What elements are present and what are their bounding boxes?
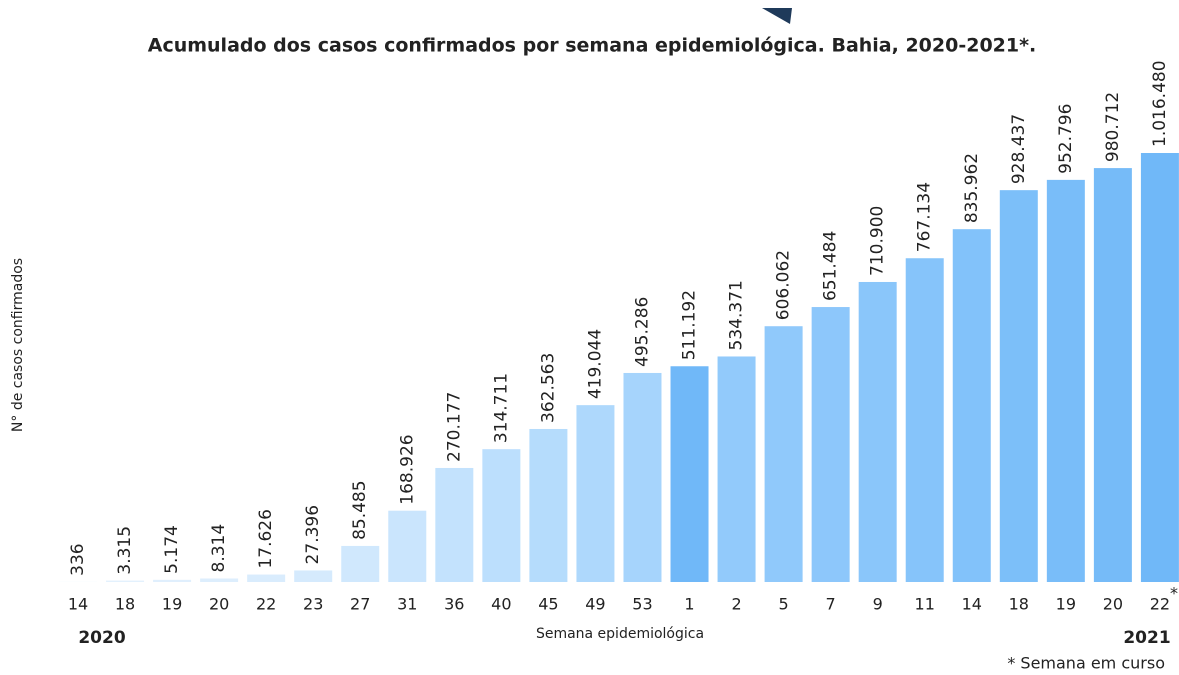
bar <box>858 281 897 582</box>
x-tick-label: 45 <box>538 595 558 614</box>
x-tick-label: 53 <box>632 595 652 614</box>
bar <box>482 449 521 582</box>
value-label: 495.286 <box>632 297 652 367</box>
value-label: 3.315 <box>115 526 135 575</box>
value-label: 168.926 <box>397 434 417 504</box>
bar <box>811 307 850 582</box>
bar <box>999 190 1038 582</box>
x-tick-label: 5 <box>779 595 789 614</box>
bar <box>247 574 286 582</box>
value-label: 534.371 <box>727 280 747 350</box>
value-label: 835.962 <box>962 153 982 223</box>
x-tick-label: 40 <box>491 595 511 614</box>
value-label: 27.396 <box>303 505 323 564</box>
x-tick-label: 18 <box>115 595 135 614</box>
bar <box>905 258 944 582</box>
x-tick-label: 14 <box>68 595 88 614</box>
value-label: 1.016.480 <box>1150 60 1170 147</box>
value-label: 5.174 <box>162 525 182 574</box>
bar <box>200 578 239 582</box>
x-tick-label: 19 <box>1056 595 1076 614</box>
value-label: 651.484 <box>821 231 841 301</box>
y-axis-label: N° de casos confirmados <box>10 258 26 432</box>
value-label: 85.485 <box>350 480 370 539</box>
x-tick-label: 14 <box>962 595 982 614</box>
value-label: 314.711 <box>491 373 511 443</box>
x-tick-label: 36 <box>444 595 464 614</box>
value-label: 8.314 <box>209 524 229 573</box>
value-label: 606.062 <box>774 250 794 320</box>
value-label: 419.044 <box>585 329 605 399</box>
x-tick-label: 19 <box>162 595 182 614</box>
bar <box>294 570 333 582</box>
x-tick-label: 1 <box>684 595 694 614</box>
bar <box>952 229 991 583</box>
x-tick-label: 23 <box>303 595 323 614</box>
bar <box>106 580 145 582</box>
value-label: 710.900 <box>868 206 888 276</box>
x-tick-label: 49 <box>585 595 605 614</box>
x-tick-label: 20 <box>209 595 229 614</box>
x-tick-label: 31 <box>397 595 417 614</box>
bar <box>1140 153 1179 582</box>
year-label: 2020 <box>78 628 125 648</box>
value-label: 928.437 <box>1009 114 1029 184</box>
chart-title: Acumulado dos casos confirmados por sema… <box>148 35 1037 57</box>
x-tick-label: 27 <box>350 595 370 614</box>
x-tick-label: 2 <box>731 595 741 614</box>
bar <box>529 428 568 582</box>
value-label: 362.563 <box>538 353 558 423</box>
bar <box>435 467 474 582</box>
annotation-mark: * <box>1170 584 1178 603</box>
value-label: 980.712 <box>1103 92 1123 162</box>
value-label: 336 <box>68 543 88 575</box>
bar <box>623 372 662 582</box>
x-axis-label: Semana epidemiológica <box>536 626 704 642</box>
bar <box>576 405 615 582</box>
value-label: 17.626 <box>256 509 276 568</box>
value-label: 767.134 <box>915 182 935 252</box>
x-tick-label: 7 <box>826 595 836 614</box>
x-tick-label: 18 <box>1009 595 1029 614</box>
bar <box>341 545 380 582</box>
year-label: 2021 <box>1123 628 1170 648</box>
decor-triangle <box>762 8 792 24</box>
bar <box>153 579 192 582</box>
bar <box>670 366 709 582</box>
bar <box>388 510 427 582</box>
x-tick-label: 22 <box>1150 595 1170 614</box>
x-tick-label: 9 <box>873 595 883 614</box>
bar <box>764 326 803 582</box>
bar <box>1093 168 1132 582</box>
bar <box>717 356 756 582</box>
x-tick-label: 22 <box>256 595 276 614</box>
bar <box>1046 179 1085 582</box>
footnote: * Semana em curso <box>1007 654 1165 673</box>
x-tick-label: 11 <box>915 595 935 614</box>
value-label: 952.796 <box>1056 104 1076 174</box>
value-label: 270.177 <box>444 392 464 462</box>
x-tick-label: 20 <box>1103 595 1123 614</box>
value-label: 511.192 <box>680 290 700 360</box>
